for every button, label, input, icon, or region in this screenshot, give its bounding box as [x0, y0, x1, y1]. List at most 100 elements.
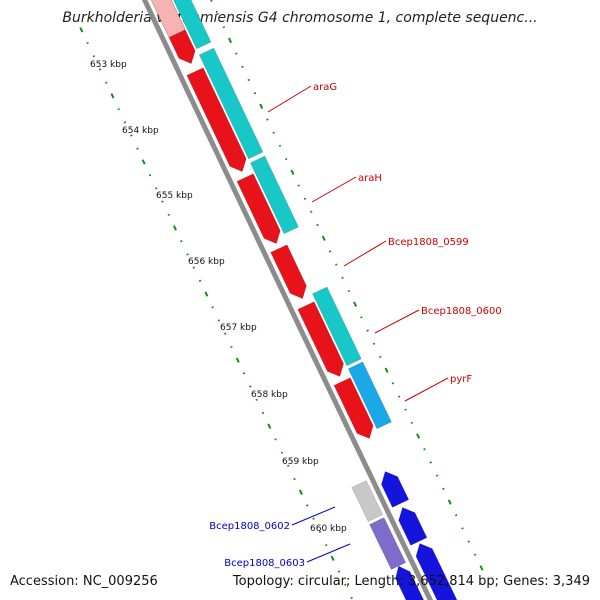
outer-tick: [347, 289, 351, 293]
outer-tick: [423, 448, 426, 451]
outer-tick: [461, 527, 464, 530]
outer-tick: [372, 342, 376, 345]
outer-tick: [341, 276, 344, 279]
tick-label: 659 kbp: [282, 457, 319, 467]
gene-label-leader: [374, 309, 420, 334]
inner-tick: [110, 93, 115, 99]
outer-tick: [278, 144, 282, 148]
outer-tick: [360, 316, 363, 319]
feature-track: [150, 0, 458, 600]
outer-tick: [473, 553, 477, 556]
inner-tick: [141, 159, 146, 165]
inner-tick: [350, 596, 353, 600]
inner-tick: [330, 555, 335, 562]
cds-lower-arrow: [395, 565, 425, 600]
gene-label-group: araG araH Bcep1808_0599 Bcep1808_0600 pyrF Bc…: [209, 82, 502, 569]
gene-label-leader: [343, 240, 387, 267]
inner-tick: [223, 332, 227, 335]
gene-label-leader: [311, 176, 357, 203]
inner-tick: [86, 41, 89, 45]
outer-tick: [216, 12, 219, 16]
inner-tick: [318, 530, 322, 533]
track2-segment: [198, 47, 264, 160]
tick-label: 654 kbp: [122, 126, 159, 136]
tick-label: 658 kbp: [251, 390, 288, 400]
outer-tick: [335, 263, 338, 266]
inner-tick: [280, 451, 284, 454]
inner-tick: [287, 464, 290, 467]
cds-Bcep1808_0602-arrow: [380, 470, 410, 508]
gene-label-leader: [306, 543, 351, 563]
outer-tick: [378, 355, 382, 359]
gene-label: Bcep1808_0600: [421, 306, 502, 317]
inner-tick: [274, 438, 277, 441]
inner-tick: [293, 477, 296, 481]
cds-Bcep1808_0600-arrow: [297, 301, 345, 378]
inner-tick: [344, 583, 347, 586]
cds-Bcep1808_0603-arrow: [398, 506, 428, 546]
outer-tick: [416, 433, 421, 439]
inner-tick: [211, 306, 214, 309]
outer-tick: [410, 421, 414, 425]
inner-tick: [180, 240, 183, 243]
accession-value: NC_009256: [82, 574, 158, 589]
inner-tick: [249, 385, 252, 388]
cds-Bcep1808_0599-arrow: [270, 244, 307, 300]
inner-tick: [154, 187, 158, 190]
outer-tick: [404, 408, 407, 411]
outer-tick: [303, 197, 307, 200]
purple-feature: [369, 517, 407, 571]
outer-tick: [479, 565, 484, 571]
outer-tick: [241, 65, 244, 68]
outer-tick: [316, 223, 319, 227]
topology-info: Topology: circular; Length: 3,652,814 bp…: [232, 574, 590, 589]
inner-tick: [148, 173, 152, 177]
gene-label: Bcep1808_0602: [209, 521, 290, 532]
inner-tick: [325, 543, 328, 547]
inner-tick: [204, 291, 209, 297]
inner-tick: [161, 200, 164, 203]
inner-tick: [136, 147, 139, 150]
inner-tick: [104, 81, 108, 84]
tick-label: 655 kbp: [156, 191, 193, 201]
outer-tick: [259, 103, 264, 110]
cds-araG-arrow: [186, 67, 247, 173]
gene-label: pyrF: [450, 374, 472, 385]
gene-label-leader: [291, 506, 336, 526]
grey-feature: [351, 480, 384, 523]
outer-tick: [447, 499, 452, 505]
outer-tick: [429, 461, 433, 464]
accession-info: Accession: NC_009256: [10, 574, 158, 589]
inner-tick: [235, 357, 240, 363]
inner-tick: [98, 68, 102, 71]
outer-tick: [442, 487, 445, 490]
inner-tick: [117, 107, 120, 111]
outer-tick: [435, 474, 439, 477]
outer-tick: [210, 0, 213, 3]
outer-tick: [284, 158, 288, 161]
gene-label: araH: [358, 173, 382, 184]
outer-tick: [366, 329, 369, 332]
outer-tick: [454, 514, 458, 517]
inner-tick: [267, 423, 272, 429]
outer-tick: [467, 540, 471, 543]
track2-segment: [347, 361, 392, 430]
inner-tick: [92, 55, 96, 58]
outer-tick-ring: [210, 0, 484, 571]
outer-tick: [397, 395, 401, 398]
track2-segment: [249, 155, 300, 235]
inner-tick: [255, 398, 258, 401]
gene-label: Bcep1808_0603: [224, 558, 305, 569]
inner-tick: [172, 225, 177, 231]
outer-tick: [290, 169, 295, 176]
inner-tick: [186, 253, 189, 256]
outer-tick: [222, 26, 226, 29]
inner-tick: [312, 517, 315, 520]
gene-label-leader: [267, 85, 312, 113]
gene-label: Bcep1808_0599: [388, 237, 469, 248]
outer-tick: [321, 235, 326, 241]
inner-tick: [305, 504, 309, 507]
inner-tick: [192, 266, 195, 269]
cds-pyrF-arrow: [333, 377, 374, 440]
